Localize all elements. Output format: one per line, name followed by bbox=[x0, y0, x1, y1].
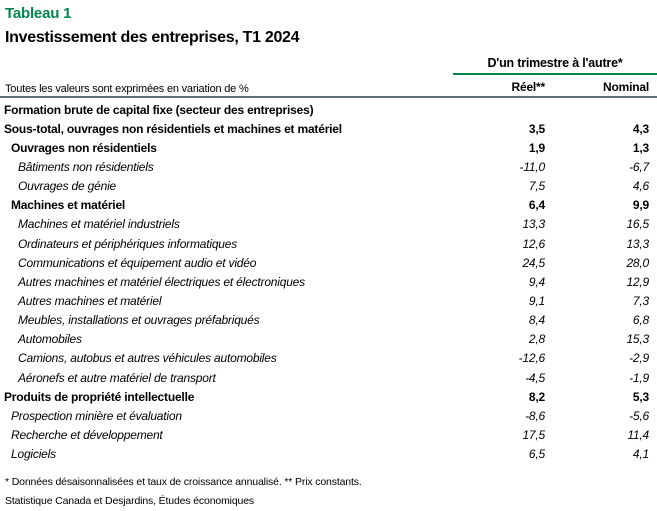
row-label: Autres machines et matériel électriques … bbox=[18, 274, 305, 289]
value-nominal: 6,8 bbox=[632, 313, 649, 328]
table-row: Formation brute de capital fixe (secteur… bbox=[0, 100, 657, 119]
table-row: Produits de propriété intellectuelle 8,2 5… bbox=[0, 387, 657, 406]
value-nominal: -2,9 bbox=[629, 351, 649, 366]
value-reel: 1,9 bbox=[528, 140, 545, 155]
table-row: Aéronefs et autre matériel de transport -… bbox=[0, 368, 657, 387]
table-row: Autres machines et matériel électriques … bbox=[0, 272, 657, 291]
value-reel: 6,4 bbox=[528, 198, 545, 213]
value-nominal: 16,5 bbox=[626, 217, 649, 232]
row-label: Produits de propriété intellectuelle bbox=[4, 389, 195, 404]
header-divider bbox=[0, 96, 657, 98]
value-reel: 9,4 bbox=[528, 274, 545, 289]
value-nominal: 4,1 bbox=[632, 447, 649, 462]
value-reel: 3,5 bbox=[528, 121, 545, 136]
row-label: Sous-total, ouvrages non résidentiels et… bbox=[4, 121, 342, 136]
value-reel: 8,2 bbox=[528, 389, 545, 404]
value-nominal: 12,9 bbox=[626, 274, 649, 289]
table-row: Automobiles 2,8 15,3 bbox=[0, 330, 657, 349]
column-header-nominal: Nominal bbox=[603, 80, 649, 94]
row-label: Autres machines et matériel bbox=[18, 293, 162, 308]
row-label: Logiciels bbox=[11, 447, 56, 462]
table-row: Prospection minière et évaluation -8,6 -5,… bbox=[0, 406, 657, 425]
row-label: Ouvrages de génie bbox=[18, 179, 117, 194]
value-nominal: 9,9 bbox=[632, 198, 649, 213]
value-reel: 6,5 bbox=[528, 447, 545, 462]
table-row: Ouvrages de génie 7,5 4,6 bbox=[0, 177, 657, 196]
table-rows: Formation brute de capital fixe (secteur… bbox=[0, 100, 657, 464]
table-row: Sous-total, ouvrages non résidentiels et… bbox=[0, 119, 657, 138]
value-nominal: 13,3 bbox=[626, 236, 649, 251]
value-nominal: 5,3 bbox=[632, 389, 649, 404]
value-nominal: 28,0 bbox=[626, 255, 649, 270]
value-nominal: 11,4 bbox=[627, 427, 649, 442]
table-row: Machines et matériel 6,4 9,9 bbox=[0, 196, 657, 215]
value-reel: 13,3 bbox=[522, 217, 545, 232]
row-label: Ouvrages non résidentiels bbox=[11, 140, 157, 155]
units-note: Toutes les valeurs sont exprimées en var… bbox=[5, 83, 249, 95]
table-row: Autres machines et matériel 9,1 7,3 bbox=[0, 291, 657, 310]
row-label: Meubles, installations et ouvrages préfa… bbox=[18, 313, 260, 328]
row-label: Prospection minière et évaluation bbox=[11, 408, 182, 423]
table-row: Logiciels 6,5 4,1 bbox=[0, 445, 657, 464]
row-label: Bâtiments non résidentiels bbox=[18, 159, 154, 174]
value-nominal: 7,3 bbox=[632, 293, 649, 308]
table-row: Ouvrages non résidentiels 1,9 1,3 bbox=[0, 138, 657, 157]
table-row: Machines et matériel industriels 13,3 16,5 bbox=[0, 215, 657, 234]
value-reel: 17,5 bbox=[522, 427, 545, 442]
row-label: Machines et matériel industriels bbox=[18, 217, 180, 232]
value-nominal: 15,3 bbox=[626, 332, 649, 347]
table-row: Communications et équipement audio et vi… bbox=[0, 253, 657, 272]
table-number-label: Tableau 1 bbox=[5, 5, 72, 22]
value-nominal: 1,3 bbox=[632, 140, 649, 155]
row-label: Recherche et développement bbox=[11, 427, 163, 442]
page-title: Investissement des entreprises, T1 2024 bbox=[5, 29, 300, 46]
footnote-definitions: * Données désaisonnalisées et taux de cr… bbox=[5, 476, 362, 488]
value-reel: 8,4 bbox=[528, 313, 545, 328]
column-header-reel: Réel** bbox=[511, 80, 546, 94]
table-row: Bâtiments non résidentiels -11,0 -6,7 bbox=[0, 157, 657, 176]
value-reel: 7,5 bbox=[528, 179, 545, 194]
row-label: Ordinateurs et périphériques informatiqu… bbox=[18, 236, 238, 251]
value-nominal: -1,9 bbox=[629, 370, 649, 385]
value-nominal: -6,7 bbox=[629, 159, 649, 174]
value-reel: 24,5 bbox=[522, 255, 545, 270]
value-nominal: -5,6 bbox=[629, 408, 649, 423]
value-reel: 12,6 bbox=[522, 236, 545, 251]
table-row: Camions, autobus et autres véhicules aut… bbox=[0, 349, 657, 368]
row-label: Camions, autobus et autres véhicules aut… bbox=[18, 351, 277, 366]
row-label: Communications et équipement audio et vi… bbox=[18, 255, 257, 270]
value-reel: -4,5 bbox=[525, 370, 545, 385]
value-reel: -11,0 bbox=[519, 159, 546, 174]
value-nominal: 4,3 bbox=[632, 121, 649, 136]
value-reel: 9,1 bbox=[528, 293, 545, 308]
value-reel: 2,8 bbox=[528, 332, 545, 347]
footnote-source: Statistique Canada et Desjardins, Études… bbox=[5, 495, 255, 507]
column-group-header: D'un trimestre à l'autre* bbox=[453, 56, 657, 75]
row-label: Machines et matériel bbox=[11, 198, 126, 213]
row-label: Formation brute de capital fixe (secteur… bbox=[4, 102, 314, 117]
table-row: Meubles, installations et ouvrages préfa… bbox=[0, 311, 657, 330]
value-reel: -12,6 bbox=[518, 351, 546, 366]
table-row: Ordinateurs et périphériques informatiqu… bbox=[0, 234, 657, 253]
value-nominal: 4,6 bbox=[632, 179, 649, 194]
row-label: Automobiles bbox=[18, 332, 82, 347]
row-label: Aéronefs et autre matériel de transport bbox=[18, 370, 216, 385]
table-row: Recherche et développement 17,5 11,4 bbox=[0, 425, 657, 444]
value-reel: -8,6 bbox=[525, 408, 545, 423]
